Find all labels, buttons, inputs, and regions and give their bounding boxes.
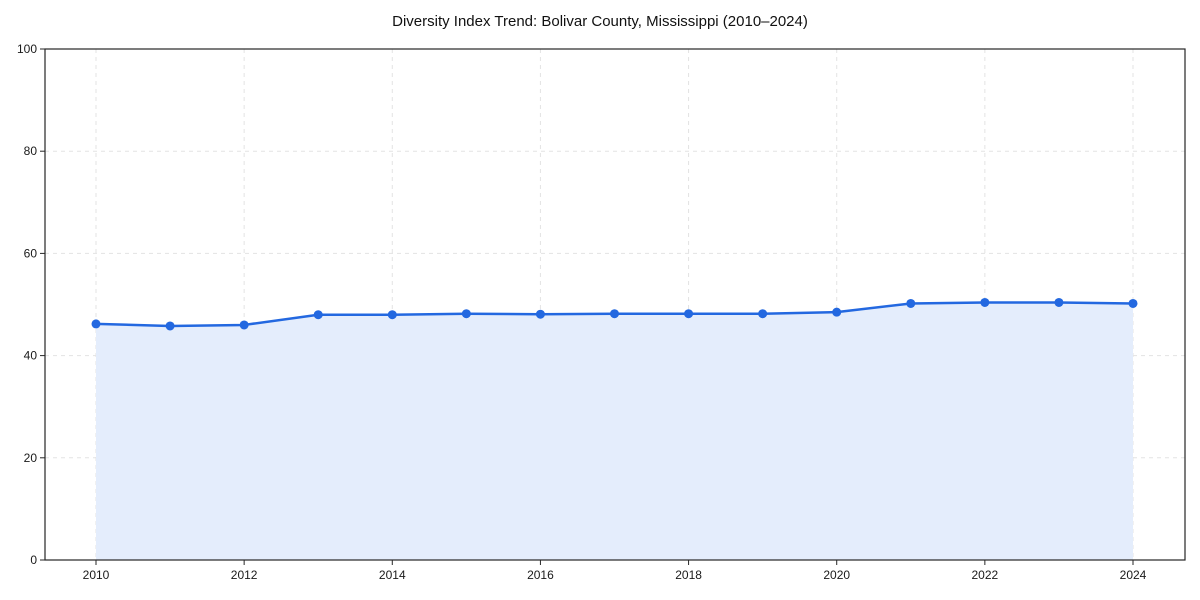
data-point-marker <box>758 309 768 319</box>
data-point-marker <box>239 320 249 330</box>
plot-border <box>44 48 1186 561</box>
data-point-marker <box>906 298 916 308</box>
x-tick-label: 2010 <box>83 568 110 582</box>
x-tick-label: 2018 <box>675 568 702 582</box>
data-point-marker <box>387 310 397 320</box>
data-point-marker <box>684 309 694 319</box>
data-point-marker <box>980 297 990 307</box>
y-tick-label: 40 <box>24 349 38 363</box>
x-tick-label: 2020 <box>823 568 850 582</box>
y-tick-label: 0 <box>30 553 37 567</box>
data-point-marker <box>1054 297 1064 307</box>
y-tick-label: 80 <box>24 144 38 158</box>
y-tick-label: 20 <box>24 451 38 465</box>
x-tick-label: 2014 <box>379 568 406 582</box>
area-fill <box>96 302 1133 560</box>
data-point-marker <box>535 309 545 319</box>
data-point-marker <box>1128 298 1138 308</box>
data-point-marker <box>91 319 101 329</box>
x-tick-label: 2024 <box>1120 568 1147 582</box>
x-tick-label: 2012 <box>231 568 258 582</box>
y-tick-label: 60 <box>24 246 38 260</box>
x-tick-label: 2022 <box>972 568 999 582</box>
y-tick-label: 100 <box>17 42 37 56</box>
data-point-marker <box>165 321 175 331</box>
data-point-marker <box>313 310 323 320</box>
chart-title: Diversity Index Trend: Bolivar County, M… <box>392 13 808 30</box>
data-point-marker <box>461 309 471 319</box>
data-point-marker <box>832 307 842 317</box>
x-tick-label: 2016 <box>527 568 554 582</box>
data-point-marker <box>610 309 619 319</box>
